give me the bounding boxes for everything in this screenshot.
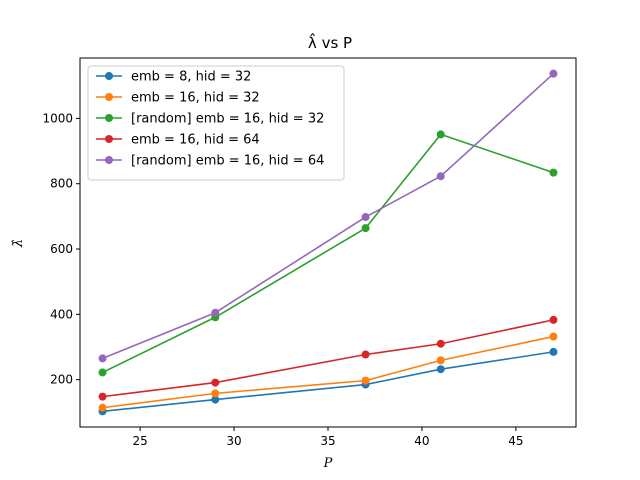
legend-label: emb = 16, hid = 64 xyxy=(131,133,260,148)
legend-item: emb = 16, hid = 32 xyxy=(96,91,260,106)
data-point xyxy=(549,168,558,177)
data-point xyxy=(98,354,107,363)
x-tick-label: 30 xyxy=(226,434,241,448)
legend: emb = 8, hid = 32 emb = 16, hid = 32 [rand… xyxy=(87,65,345,181)
data-point xyxy=(436,130,445,139)
series-2 xyxy=(98,332,558,412)
data-point xyxy=(98,368,107,377)
legend-label: emb = 8, hid = 32 xyxy=(131,70,251,85)
series-5 xyxy=(98,69,558,363)
y-axis: 200 400 600 800 1000 xyxy=(42,111,80,387)
data-point xyxy=(211,389,220,398)
legend-marker xyxy=(105,93,113,101)
data-point xyxy=(211,378,220,387)
legend-item: [random] emb = 16, hid = 32 xyxy=(96,112,324,127)
x-axis: 25 30 35 40 45 xyxy=(132,427,524,448)
y-tick-label: 600 xyxy=(50,242,73,256)
y-tick-label: 1000 xyxy=(42,111,73,125)
y-tick-label: 800 xyxy=(50,177,73,191)
legend-item: emb = 8, hid = 32 xyxy=(96,70,251,85)
chart-title: λ̂ vs P xyxy=(308,32,352,52)
legend-box xyxy=(87,65,345,181)
legend-item: [random] emb = 16, hid = 64 xyxy=(96,154,324,169)
legend-label: emb = 16, hid = 32 xyxy=(131,91,260,106)
x-tick-label: 40 xyxy=(414,434,429,448)
data-point xyxy=(361,224,370,233)
data-point xyxy=(436,365,445,374)
series-4 xyxy=(98,315,558,401)
x-tick-label: 45 xyxy=(508,434,523,448)
series-1 xyxy=(98,347,558,416)
legend-label: [random] emb = 16, hid = 32 xyxy=(131,112,324,127)
data-point xyxy=(436,172,445,181)
legend-marker xyxy=(105,72,113,80)
y-axis-label: λ̂ xyxy=(11,239,26,248)
data-point xyxy=(361,350,370,359)
y-tick-label: 400 xyxy=(50,307,73,321)
legend-label: [random] emb = 16, hid = 64 xyxy=(131,154,324,169)
data-point xyxy=(436,339,445,348)
x-tick-label: 35 xyxy=(320,434,335,448)
x-axis-label: P xyxy=(323,456,333,471)
legend-marker xyxy=(105,114,113,122)
data-point xyxy=(436,356,445,365)
data-point xyxy=(549,69,558,78)
data-point xyxy=(98,403,107,412)
x-tick-label: 25 xyxy=(132,434,147,448)
legend-marker xyxy=(105,135,113,143)
legend-marker xyxy=(105,156,113,164)
legend-item: emb = 16, hid = 64 xyxy=(96,133,260,148)
y-tick-label: 200 xyxy=(50,373,73,387)
data-point xyxy=(211,395,220,404)
plot-area xyxy=(98,69,558,416)
data-point xyxy=(211,308,220,317)
data-point xyxy=(361,213,370,222)
data-point xyxy=(98,392,107,401)
data-point xyxy=(549,315,558,324)
data-point xyxy=(549,347,558,356)
data-point xyxy=(361,376,370,385)
series-line xyxy=(102,335,554,409)
data-point xyxy=(549,332,558,341)
